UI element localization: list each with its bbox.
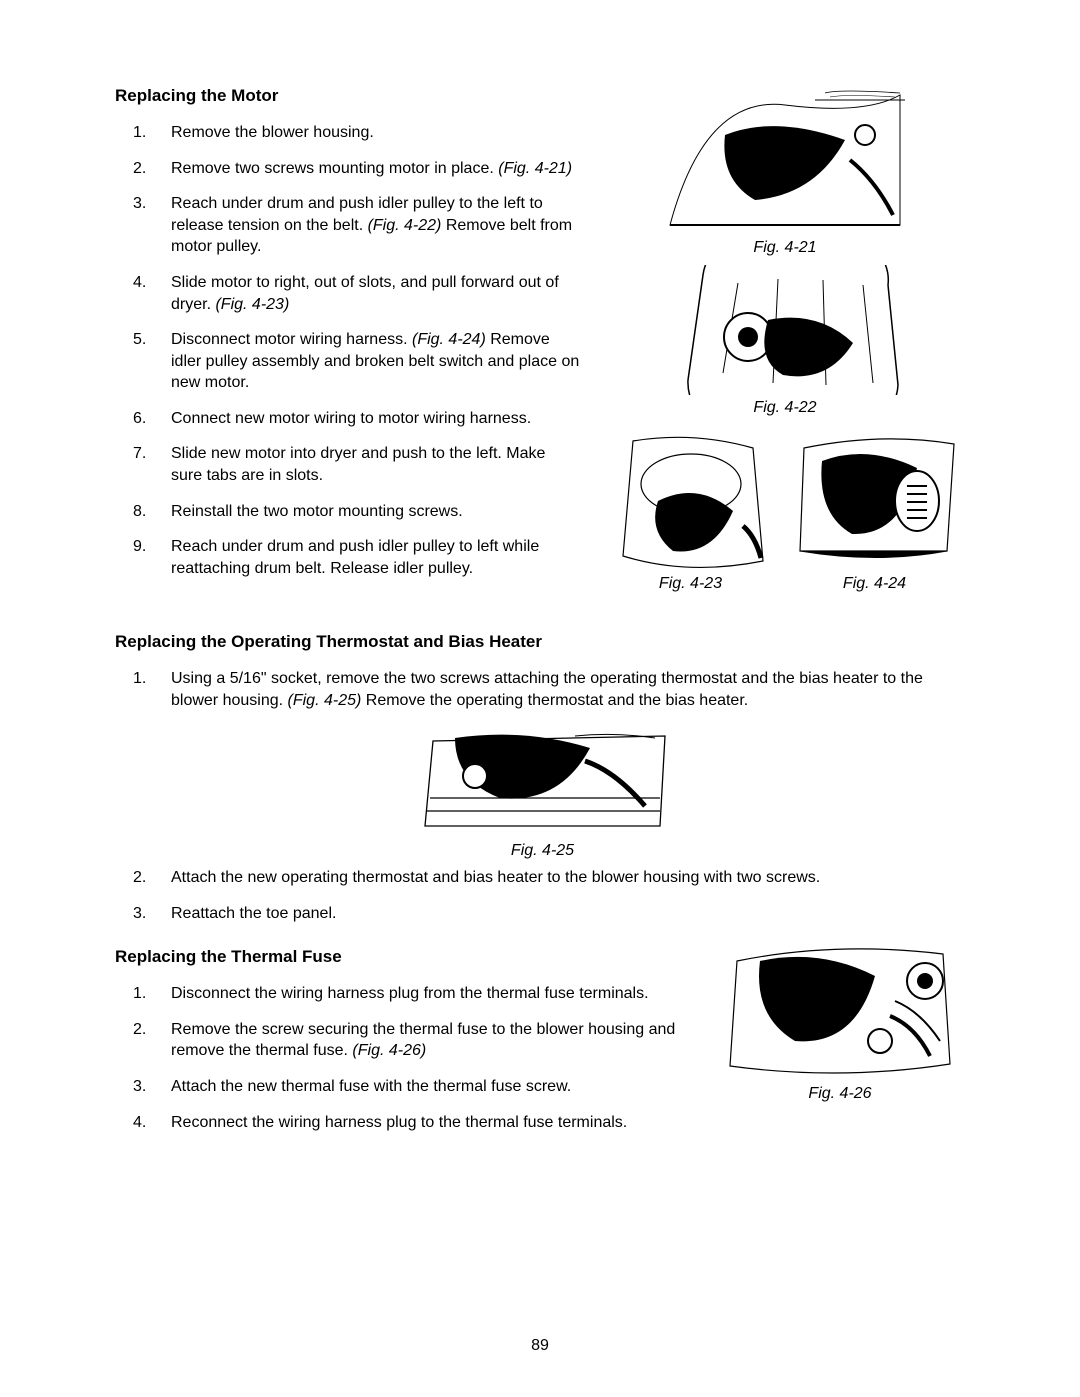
step-text: Connect new motor wiring to motor wiring…	[171, 408, 580, 430]
figure-4-24: Fig. 4-24	[792, 436, 957, 595]
figure-caption: Fig. 4-21	[753, 237, 816, 259]
document-page: Replacing the Motor 1. Remove the blower…	[0, 0, 1080, 1397]
list-item: 6. Connect new motor wiring to motor wir…	[115, 408, 580, 430]
illustration-icon	[665, 85, 905, 235]
figure-caption: Fig. 4-22	[753, 397, 816, 419]
step-num: 8.	[115, 501, 171, 523]
thermostat-steps-2: 2. Attach the new operating thermostat a…	[115, 867, 970, 924]
fuse-heading: Replacing the Thermal Fuse	[115, 946, 690, 969]
illustration-icon	[668, 265, 903, 395]
step-text: Disconnect motor wiring harness. (Fig. 4…	[171, 329, 580, 394]
illustration-icon	[415, 726, 670, 838]
thermostat-steps: 1. Using a 5/16" socket, remove the two …	[115, 668, 970, 711]
list-item: 5. Disconnect motor wiring harness. (Fig…	[115, 329, 580, 394]
step-text: Remove two screws mounting motor in plac…	[171, 158, 580, 180]
step-text: Using a 5/16" socket, remove the two scr…	[171, 668, 970, 711]
list-item: 2. Attach the new operating thermostat a…	[115, 867, 970, 889]
figure-4-26: Fig. 4-26	[710, 946, 970, 1105]
figure-caption: Fig. 4-24	[843, 573, 906, 595]
list-item: 7. Slide new motor into dryer and push t…	[115, 443, 580, 486]
step-text: Disconnect the wiring harness plug from …	[171, 983, 690, 1005]
step-text: Reach under drum and push idler pulley t…	[171, 536, 580, 579]
step-text: Slide new motor into dryer and push to t…	[171, 443, 580, 486]
list-item: 3. Reach under drum and push idler pulle…	[115, 193, 580, 258]
section-motor-wrap: Replacing the Motor 1. Remove the blower…	[115, 85, 970, 601]
step-num: 3.	[115, 903, 171, 925]
step-num: 6.	[115, 408, 171, 430]
figure-4-23: Fig. 4-23	[613, 436, 768, 595]
section-motor-figures: Fig. 4-21 Fig. 4-22	[600, 85, 970, 601]
step-num: 4.	[115, 1112, 171, 1134]
figure-4-22: Fig. 4-22	[600, 265, 970, 419]
step-text: Reattach the toe panel.	[171, 903, 970, 925]
step-text: Reconnect the wiring harness plug to the…	[171, 1112, 690, 1134]
thermostat-heading: Replacing the Operating Thermostat and B…	[115, 631, 970, 654]
section-fuse-figure: Fig. 4-26	[710, 946, 970, 1155]
figure-caption: Fig. 4-25	[511, 840, 574, 862]
figure-row-23-24: Fig. 4-23 Fig. 4-24	[600, 436, 970, 595]
step-num: 5.	[115, 329, 171, 394]
step-text: Attach the new thermal fuse with the the…	[171, 1076, 690, 1098]
step-num: 2.	[115, 158, 171, 180]
step-text: Remove the blower housing.	[171, 122, 580, 144]
figure-caption: Fig. 4-26	[808, 1083, 871, 1105]
step-num: 2.	[115, 1019, 171, 1062]
section-fuse-left: Replacing the Thermal Fuse 1. Disconnect…	[115, 946, 690, 1155]
list-item: 3. Reattach the toe panel.	[115, 903, 970, 925]
list-item: 1. Remove the blower housing.	[115, 122, 580, 144]
page-number: 89	[0, 1335, 1080, 1357]
list-item: 4. Slide motor to right, out of slots, a…	[115, 272, 580, 315]
section-motor-left: Replacing the Motor 1. Remove the blower…	[115, 85, 580, 601]
motor-steps: 1. Remove the blower housing. 2. Remove …	[115, 122, 580, 580]
figure-4-25: Fig. 4-25	[115, 726, 970, 862]
step-num: 1.	[115, 983, 171, 1005]
motor-heading: Replacing the Motor	[115, 85, 580, 108]
list-item: 1. Disconnect the wiring harness plug fr…	[115, 983, 690, 1005]
step-text: Remove the screw securing the thermal fu…	[171, 1019, 690, 1062]
step-text: Slide motor to right, out of slots, and …	[171, 272, 580, 315]
step-num: 3.	[115, 193, 171, 258]
step-text: Reach under drum and push idler pulley t…	[171, 193, 580, 258]
list-item: 8. Reinstall the two motor mounting scre…	[115, 501, 580, 523]
step-num: 4.	[115, 272, 171, 315]
step-num: 1.	[115, 122, 171, 144]
illustration-icon	[725, 946, 955, 1081]
list-item: 4. Reconnect the wiring harness plug to …	[115, 1112, 690, 1134]
step-text: Reinstall the two motor mounting screws.	[171, 501, 580, 523]
illustration-icon	[613, 436, 768, 571]
list-item: 9. Reach under drum and push idler pulle…	[115, 536, 580, 579]
list-item: 2. Remove the screw securing the thermal…	[115, 1019, 690, 1062]
figure-caption: Fig. 4-23	[659, 573, 722, 595]
figure-4-21: Fig. 4-21	[600, 85, 970, 259]
fuse-steps: 1. Disconnect the wiring harness plug fr…	[115, 983, 690, 1133]
illustration-icon	[792, 436, 957, 571]
step-num: 9.	[115, 536, 171, 579]
list-item: 1. Using a 5/16" socket, remove the two …	[115, 668, 970, 711]
section-fuse-wrap: Replacing the Thermal Fuse 1. Disconnect…	[115, 946, 970, 1155]
step-num: 2.	[115, 867, 171, 889]
step-num: 7.	[115, 443, 171, 486]
list-item: 2. Remove two screws mounting motor in p…	[115, 158, 580, 180]
step-num: 1.	[115, 668, 171, 711]
list-item: 3. Attach the new thermal fuse with the …	[115, 1076, 690, 1098]
step-text: Attach the new operating thermostat and …	[171, 867, 970, 889]
step-num: 3.	[115, 1076, 171, 1098]
